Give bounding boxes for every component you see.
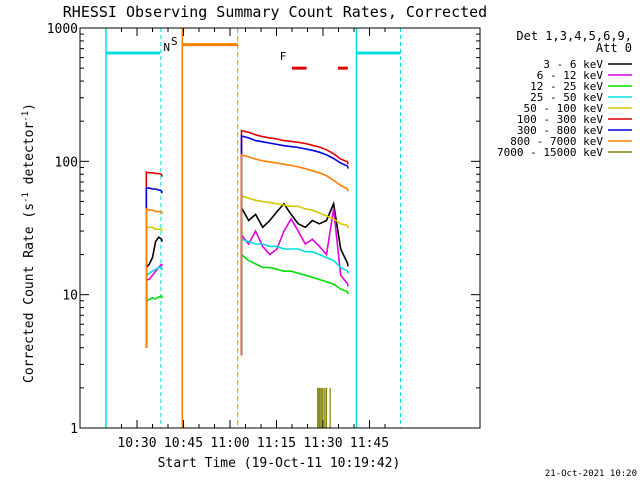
y-axis-label-exp2: -1 xyxy=(21,111,31,122)
legend-label: 12 - 25 keV xyxy=(530,80,603,93)
series-line xyxy=(145,171,162,348)
legend-label: 300 - 800 keV xyxy=(517,124,603,137)
legend-label: 6 - 12 keV xyxy=(537,69,604,82)
legend-header-attenuator: Att 0 xyxy=(596,41,632,55)
y-axis-label: Corrected Count Rate (s-1 detector-1) xyxy=(21,103,37,383)
y-tick-label: 1000 xyxy=(47,22,78,37)
x-tick-label: 10:45 xyxy=(164,436,203,451)
y-tick-label: 1 xyxy=(70,422,78,437)
timestamp: 21-Oct-2021 10:20 xyxy=(545,469,637,479)
flare-flag-label: F xyxy=(280,50,287,63)
chart-title: RHESSI Observing Summary Count Rates, Co… xyxy=(63,3,487,21)
y-tick-label: 100 xyxy=(55,155,78,170)
series-line xyxy=(240,238,349,356)
night-flag-label: N xyxy=(163,41,170,54)
legend-header-detectors: Det 1,3,4,5,6,9, xyxy=(516,29,632,43)
x-tick-label: 10:30 xyxy=(117,436,156,451)
plot-area: N S F xyxy=(105,28,401,428)
legend-label: 25 - 50 keV xyxy=(530,91,603,104)
series-line xyxy=(145,207,162,348)
plot-frame xyxy=(79,27,481,429)
series-line xyxy=(240,134,349,356)
series-line xyxy=(240,200,349,356)
series-line xyxy=(145,187,163,348)
legend-label: 3 - 6 keV xyxy=(543,58,603,71)
saa-flag-label: S xyxy=(171,35,178,48)
series-line xyxy=(240,208,349,356)
series-line xyxy=(240,129,349,356)
x-tick-label: 11:45 xyxy=(350,436,389,451)
legend-label: 100 - 300 keV xyxy=(517,113,603,126)
legend-label: 50 - 100 keV xyxy=(524,102,604,115)
y-axis-label-exp1: -1 xyxy=(21,192,31,203)
legend-label: 7000 - 15000 keV xyxy=(497,146,603,159)
series-line xyxy=(240,153,349,356)
y-axis-label-mid: detector xyxy=(22,122,37,193)
series-line xyxy=(240,252,349,356)
series-line xyxy=(240,194,348,356)
legend-label: 800 - 7000 keV xyxy=(510,135,603,148)
x-axis-label: Start Time (19-Oct-11 10:19:42) xyxy=(158,456,401,471)
y-tick-label: 10 xyxy=(62,289,78,304)
y-axis-label-end: ) xyxy=(22,103,37,111)
y-axis-label-main: Corrected Count Rate (s xyxy=(22,203,37,383)
x-tick-label: 11:30 xyxy=(303,436,342,451)
x-tick-label: 11:00 xyxy=(210,436,249,451)
axes: 1 10 100 1000 10:30 10:45 11:00 11:15 11:30 11:45 xyxy=(47,22,481,451)
x-tick-label: 11:15 xyxy=(257,436,296,451)
